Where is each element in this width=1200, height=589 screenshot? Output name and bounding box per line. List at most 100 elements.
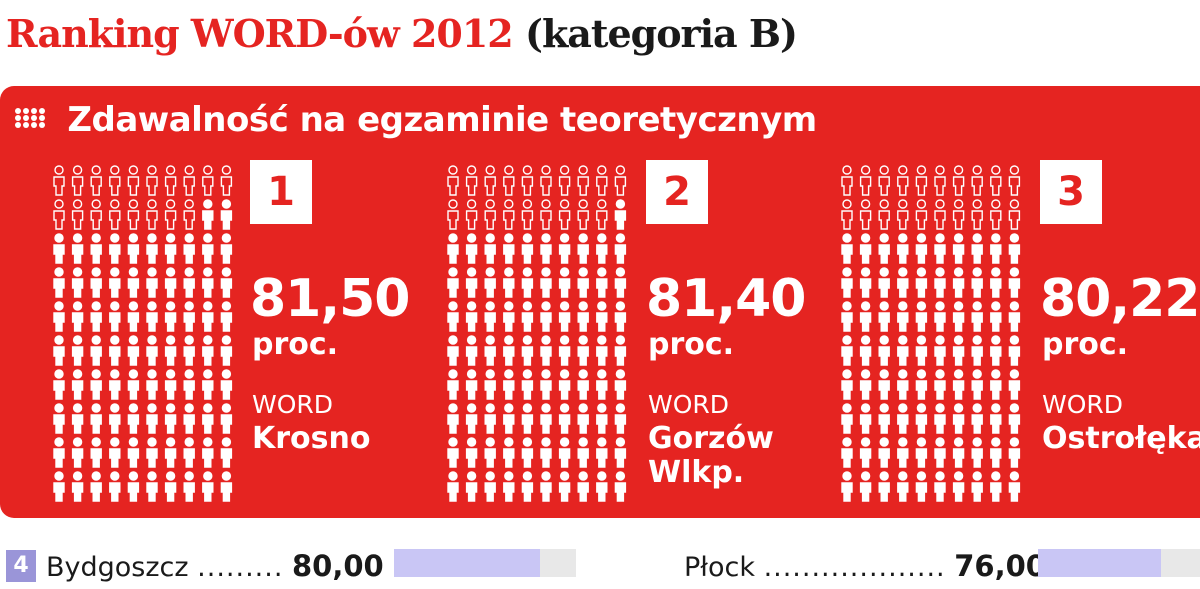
- person-outline-icon: [90, 165, 102, 196]
- person-filled-icon: [146, 403, 158, 434]
- person-filled-icon: [577, 403, 589, 434]
- person-filled-icon: [484, 369, 496, 400]
- people-chart-1: [53, 165, 233, 502]
- person-filled-icon: [220, 267, 233, 298]
- person-filled-icon: [897, 369, 909, 400]
- person-filled-icon: [127, 335, 140, 366]
- person-filled-icon: [934, 233, 946, 264]
- person-filled-icon: [202, 233, 214, 264]
- person-filled-icon: [521, 267, 534, 298]
- title-main: Ranking WORD-ów 2012: [6, 11, 514, 56]
- person-filled-icon: [127, 471, 140, 502]
- person-filled-icon: [540, 471, 552, 502]
- person-filled-icon: [558, 301, 571, 332]
- person-filled-icon: [990, 267, 1002, 298]
- person-filled-icon: [220, 301, 233, 332]
- person-filled-icon: [859, 335, 872, 366]
- bar-fill-4: [394, 549, 540, 577]
- person-filled-icon: [183, 267, 195, 298]
- person-filled-icon: [934, 471, 946, 502]
- person-filled-icon: [146, 301, 158, 332]
- person-outline-icon: [897, 199, 909, 230]
- person-filled-icon: [202, 267, 214, 298]
- person-filled-icon: [577, 335, 589, 366]
- person-outline-icon: [577, 165, 589, 196]
- person-filled-icon: [952, 301, 965, 332]
- person-filled-icon: [146, 471, 158, 502]
- person-filled-icon: [878, 369, 890, 400]
- person-filled-icon: [841, 403, 853, 434]
- dots-grid-icon: [15, 108, 45, 128]
- person-filled-icon: [614, 403, 627, 434]
- person-filled-icon: [447, 233, 459, 264]
- person-filled-icon: [521, 369, 534, 400]
- person-filled-icon: [596, 233, 608, 264]
- person-outline-icon: [952, 165, 965, 196]
- person-filled-icon: [146, 267, 158, 298]
- person-filled-icon: [503, 403, 515, 434]
- person-filled-icon: [596, 335, 608, 366]
- person-filled-icon: [841, 233, 853, 264]
- person-filled-icon: [841, 267, 853, 298]
- person-filled-icon: [183, 301, 195, 332]
- person-outline-icon: [183, 165, 195, 196]
- person-filled-icon: [503, 301, 515, 332]
- person-filled-icon: [915, 267, 928, 298]
- person-filled-icon: [109, 437, 121, 468]
- person-filled-icon: [503, 369, 515, 400]
- person-filled-icon: [841, 471, 853, 502]
- person-filled-icon: [127, 233, 140, 264]
- person-filled-icon: [1008, 471, 1021, 502]
- person-filled-icon: [484, 301, 496, 332]
- person-filled-icon: [540, 403, 552, 434]
- person-filled-icon: [841, 301, 853, 332]
- person-outline-icon: [109, 165, 121, 196]
- person-outline-icon: [841, 165, 853, 196]
- person-outline-icon: [146, 165, 158, 196]
- person-outline-icon: [90, 199, 102, 230]
- person-filled-icon: [990, 403, 1002, 434]
- person-filled-icon: [220, 233, 233, 264]
- city-label-1: Krosno: [252, 421, 371, 456]
- rank-badge-1: 1: [250, 160, 312, 224]
- person-outline-icon: [934, 199, 946, 230]
- chart-title: Ranking WORD-ów 2012 (kategoria B): [6, 4, 798, 64]
- person-filled-icon: [878, 403, 890, 434]
- person-outline-icon: [897, 165, 909, 196]
- person-filled-icon: [90, 267, 102, 298]
- person-filled-icon: [90, 335, 102, 366]
- person-filled-icon: [614, 301, 627, 332]
- person-filled-icon: [220, 437, 233, 468]
- person-filled-icon: [859, 437, 872, 468]
- person-filled-icon: [164, 267, 177, 298]
- person-filled-icon: [952, 335, 965, 366]
- person-filled-icon: [53, 233, 65, 264]
- person-filled-icon: [971, 267, 983, 298]
- person-filled-icon: [596, 267, 608, 298]
- person-filled-icon: [897, 301, 909, 332]
- person-filled-icon: [503, 335, 515, 366]
- person-filled-icon: [164, 301, 177, 332]
- person-filled-icon: [90, 233, 102, 264]
- person-outline-icon: [915, 199, 928, 230]
- person-filled-icon: [146, 369, 158, 400]
- person-filled-icon: [465, 267, 478, 298]
- person-outline-icon: [146, 199, 158, 230]
- person-outline-icon: [465, 165, 478, 196]
- person-filled-icon: [596, 301, 608, 332]
- people-chart-3: [841, 165, 1021, 502]
- city-label-3: Ostrołęka: [1042, 421, 1200, 456]
- person-filled-icon: [971, 335, 983, 366]
- person-filled-icon: [990, 233, 1002, 264]
- person-filled-icon: [558, 335, 571, 366]
- person-outline-icon: [596, 165, 608, 196]
- person-filled-icon: [484, 437, 496, 468]
- person-filled-icon: [540, 437, 552, 468]
- person-filled-icon: [1008, 403, 1021, 434]
- person-outline-icon: [447, 165, 459, 196]
- person-filled-icon: [53, 403, 65, 434]
- person-filled-icon: [971, 471, 983, 502]
- person-filled-icon: [841, 335, 853, 366]
- person-filled-icon: [90, 369, 102, 400]
- person-outline-icon: [447, 199, 459, 230]
